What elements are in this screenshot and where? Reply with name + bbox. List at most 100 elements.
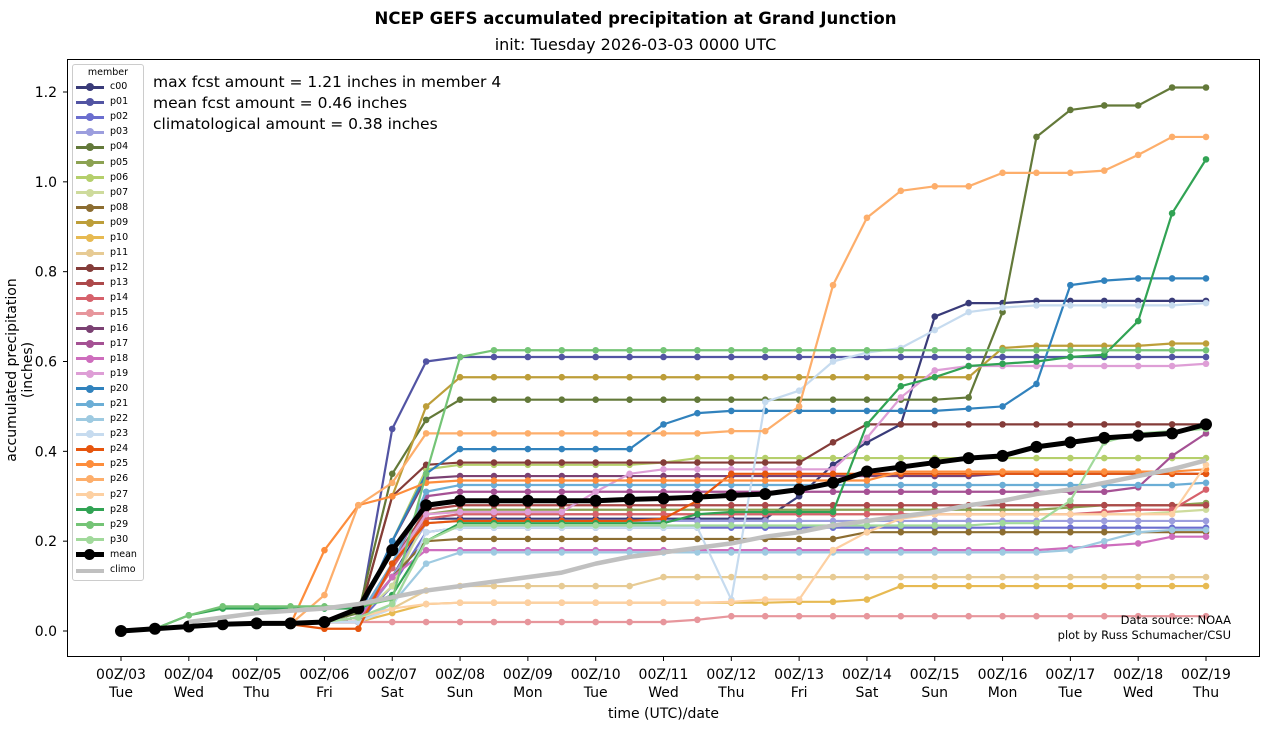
data-point-p11 — [761, 573, 769, 581]
x-tick-label-time: 00Z/04 — [164, 667, 214, 683]
series-mean — [115, 418, 1212, 637]
data-point-p11 — [524, 582, 532, 590]
series-climo — [188, 458, 1207, 625]
x-tick-label-day: Tue — [583, 685, 608, 701]
legend-label: p20 — [110, 382, 129, 394]
data-point-mean — [623, 493, 636, 506]
x-tick-label-day: Tue — [1057, 685, 1082, 701]
data-point-p03 — [1067, 517, 1074, 525]
legend-item-p01: p01 — [73, 94, 143, 109]
data-point-p25 — [795, 477, 803, 484]
data-point-p01 — [660, 353, 667, 361]
legend-label: p18 — [110, 352, 129, 364]
data-point-p01 — [524, 353, 532, 361]
data-point-p22 — [1134, 528, 1142, 536]
data-point-mean — [589, 494, 602, 507]
data-point-p26 — [422, 430, 430, 437]
plot-marks — [115, 84, 1212, 637]
data-point-p15 — [694, 616, 701, 624]
data-point-p21 — [422, 488, 430, 496]
data-point-p12 — [456, 459, 464, 466]
x-tick-label-day: Mon — [988, 685, 1018, 701]
y-tick-label: 1.0 — [35, 175, 57, 191]
data-point-p15 — [558, 618, 566, 626]
data-point-p26 — [490, 430, 498, 437]
x-tick-label-time: 00Z/16 — [978, 667, 1028, 683]
data-point-p25 — [1033, 468, 1040, 475]
data-point-p25 — [592, 477, 599, 484]
data-point-p12 — [795, 459, 803, 466]
data-point-p25 — [1134, 468, 1142, 475]
data-point-p18 — [388, 573, 396, 581]
data-point-p11 — [795, 573, 803, 581]
data-point-p01 — [558, 353, 566, 361]
data-point-p15 — [490, 618, 498, 626]
data-point-p23 — [999, 304, 1006, 311]
y-tick-label: 0.2 — [35, 534, 57, 550]
data-point-p17 — [524, 488, 532, 496]
data-point-p03 — [1134, 517, 1142, 525]
data-point-mean — [759, 488, 772, 501]
data-point-p29 — [456, 353, 464, 361]
data-point-p15 — [524, 618, 532, 626]
data-point-p29 — [694, 346, 701, 354]
data-point-p03 — [1202, 517, 1210, 525]
data-point-p30 — [897, 522, 905, 529]
data-point-p30 — [490, 522, 498, 529]
data-point-p28 — [1202, 156, 1210, 163]
data-point-p15 — [456, 618, 464, 626]
legend-swatch — [76, 518, 104, 530]
legend-item-p24: p24 — [73, 441, 143, 456]
data-point-p20 — [1100, 277, 1108, 284]
x-tick-label-time: 00Z/12 — [706, 667, 756, 683]
data-point-p28 — [897, 382, 905, 390]
data-point-p08 — [694, 535, 701, 543]
data-point-p08 — [965, 528, 972, 536]
x-tick-label-day: Sun — [447, 685, 474, 701]
data-point-p08 — [829, 535, 837, 543]
legend-swatch — [76, 322, 104, 334]
data-point-p17 — [863, 488, 871, 496]
legend-label: p10 — [110, 231, 129, 243]
legend-label: p30 — [110, 533, 129, 545]
data-point-p12 — [728, 459, 735, 466]
data-point-p09 — [761, 373, 769, 381]
data-point-p08 — [897, 528, 905, 536]
data-point-p11 — [999, 573, 1006, 581]
data-point-p30 — [728, 522, 735, 529]
data-point-p22 — [863, 549, 871, 556]
y-axis: 0.0 0.2 0.4 0.6 0.8 1.0 1.2 — [35, 85, 68, 640]
data-point-p08 — [728, 535, 735, 543]
data-point-mean — [928, 456, 941, 469]
data-point-p20 — [1168, 275, 1176, 282]
data-point-p12 — [1168, 421, 1176, 428]
legend-swatch — [76, 277, 104, 289]
data-point-p10 — [1168, 582, 1176, 590]
data-point-p25 — [694, 477, 701, 484]
data-point-p08 — [931, 528, 939, 536]
data-point-mean — [148, 622, 161, 635]
data-point-p23 — [1067, 302, 1074, 309]
data-point-p06 — [1100, 454, 1108, 462]
data-point-p27 — [1067, 510, 1074, 518]
data-point-p27 — [795, 596, 803, 603]
legend-swatch — [76, 81, 104, 93]
legend-item-c00: c00 — [73, 79, 143, 94]
data-point-p12 — [592, 459, 599, 466]
data-point-p22 — [626, 549, 633, 556]
data-point-p23 — [761, 398, 769, 406]
legend-swatch — [76, 186, 104, 198]
data-point-p11 — [558, 582, 566, 590]
data-point-p20 — [558, 445, 566, 453]
data-point-p12 — [626, 459, 633, 466]
legend-label: p24 — [110, 443, 129, 455]
y-axis-label: accumulated precipitation (inches) — [4, 278, 36, 462]
data-point-p15 — [1033, 612, 1040, 620]
data-point-p01 — [592, 353, 599, 361]
data-point-p10 — [965, 582, 972, 590]
data-point-p20 — [897, 407, 905, 415]
data-point-p28 — [965, 362, 972, 370]
data-point-p04 — [931, 396, 939, 403]
data-point-p27 — [999, 510, 1006, 518]
data-point-p24 — [355, 625, 362, 633]
